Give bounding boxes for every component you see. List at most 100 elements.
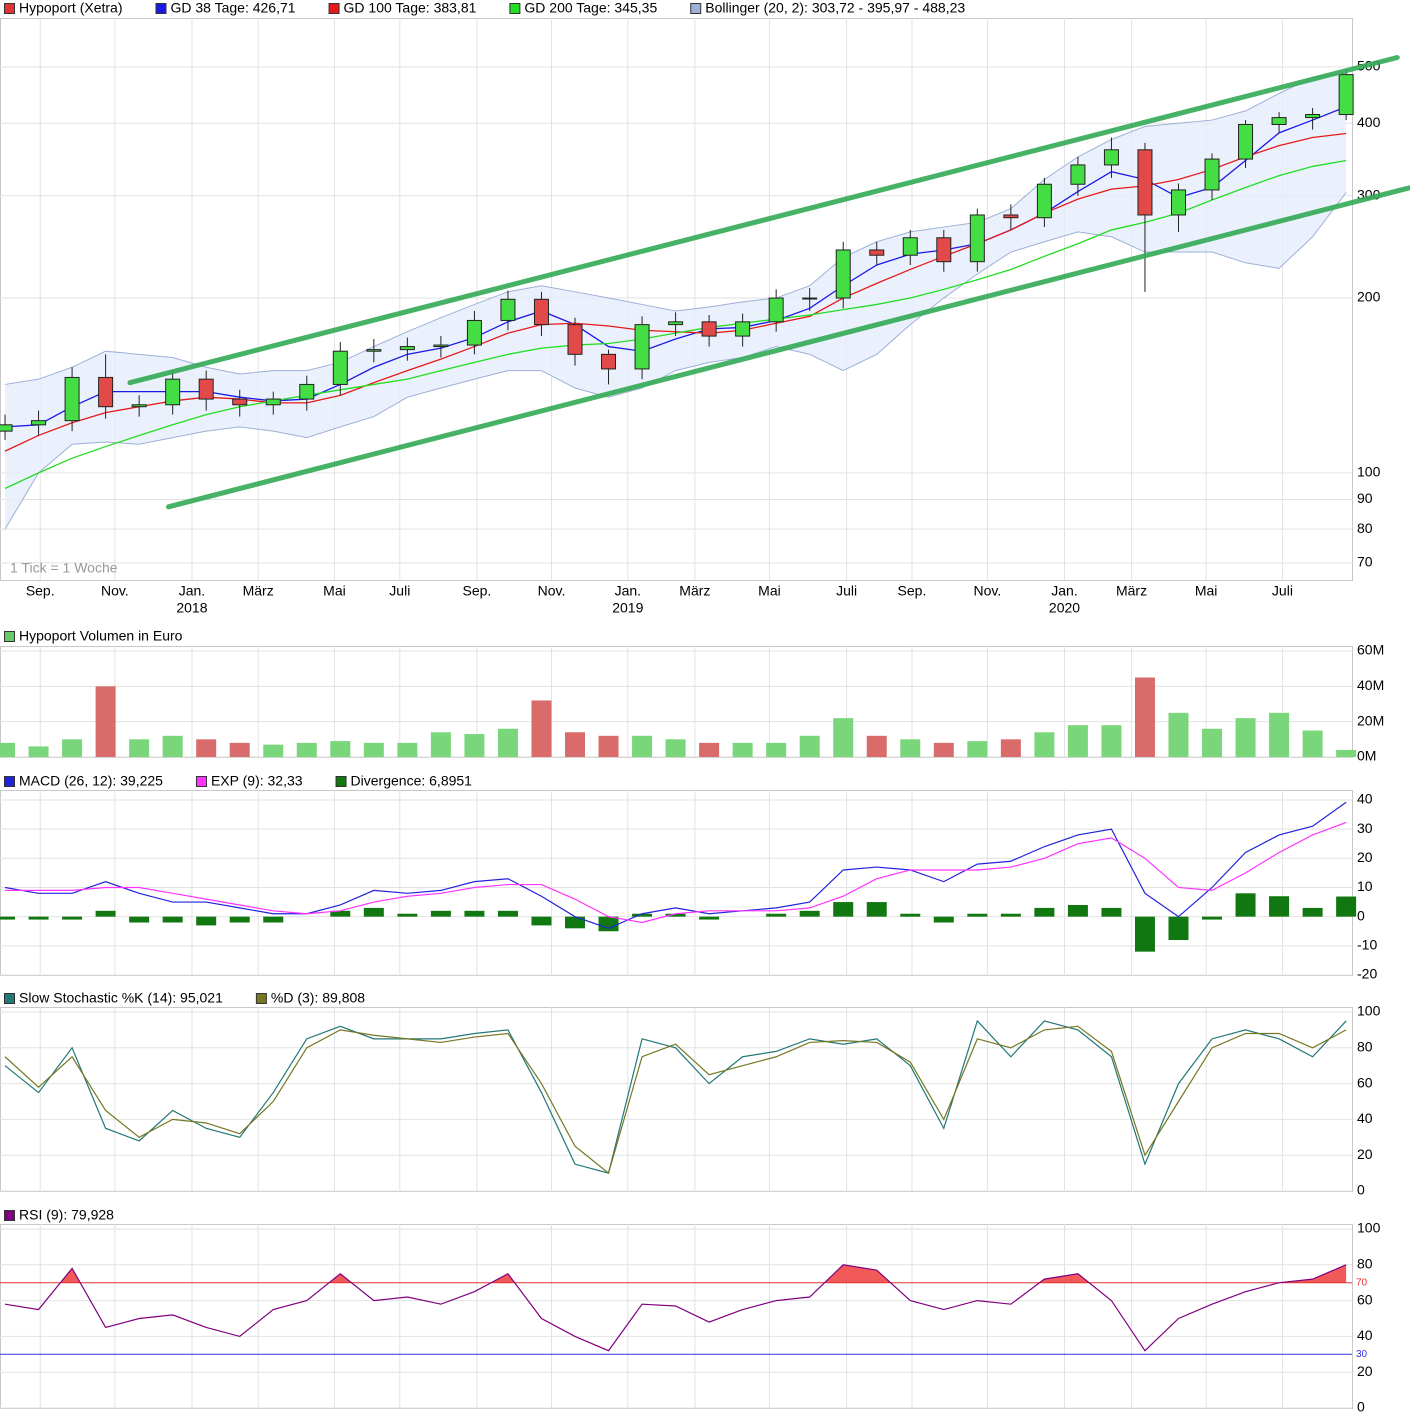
legend-label: Hypoport (Xetra)	[19, 0, 122, 16]
x-tick-label: Mai	[1195, 583, 1218, 599]
x-tick-label: Mai	[323, 583, 346, 599]
candle-body	[98, 376, 114, 408]
candle-body	[232, 398, 248, 406]
divergence-bar	[1134, 916, 1155, 952]
candle-body	[668, 321, 684, 326]
divergence-bar	[766, 913, 787, 917]
divergence-bar	[598, 916, 619, 932]
divergence-bar	[933, 916, 954, 923]
candle-body	[735, 321, 751, 337]
moving-average	[4, 106, 1347, 428]
panel-frame	[0, 790, 1353, 976]
year-label: 2020	[1049, 600, 1080, 616]
candle-body	[31, 420, 47, 426]
candle-body	[969, 214, 985, 263]
legend-label: Divergence: 6,8951	[351, 773, 473, 789]
candle-body	[0, 424, 13, 432]
trend-line	[165, 185, 1410, 510]
candle-body	[1103, 149, 1119, 166]
divergence-bar	[0, 916, 16, 920]
volume-bar	[62, 739, 83, 757]
volume-bar	[397, 742, 418, 757]
x-tick-label: Jan.	[1051, 583, 1077, 599]
y-tick-label: 100	[1357, 464, 1381, 480]
volume-bar	[732, 742, 753, 757]
legend-swatch	[255, 993, 267, 1004]
volume-bar	[799, 735, 820, 757]
volume-bar	[531, 700, 552, 757]
divergence-bar	[564, 916, 585, 929]
y-tick-label: 60	[1357, 1074, 1373, 1090]
legend-label: GD 200 Tage: 345,35	[524, 0, 657, 16]
volume-bar	[1235, 718, 1256, 757]
y-tick-label: 60	[1357, 1291, 1373, 1307]
divergence-bar	[900, 913, 921, 917]
year-label: 2019	[612, 600, 643, 616]
indicator-line	[4, 1019, 1347, 1174]
divergence-bar	[330, 910, 351, 917]
divergence-bar	[699, 916, 720, 920]
y-tick-label: 100	[1357, 1003, 1381, 1019]
y-tick-label: 400	[1357, 114, 1381, 130]
legend-label: GD 100 Tage: 383,81	[344, 0, 477, 16]
x-tick-label: Juli	[836, 583, 857, 599]
y-tick-label: 200	[1357, 289, 1381, 305]
divergence-bar	[1202, 916, 1223, 920]
divergence-bar	[1034, 907, 1055, 917]
candle-body	[500, 298, 516, 321]
divergence-bar	[1269, 896, 1290, 917]
y-tick-label: 80	[1357, 1039, 1373, 1055]
volume-bar	[497, 728, 518, 757]
volume-bar	[866, 735, 887, 757]
divergence-bar	[129, 916, 150, 923]
divergence-bar	[967, 913, 988, 917]
volume-bar	[330, 741, 351, 757]
rsi-line	[4, 1264, 1347, 1352]
volume-bar	[1168, 712, 1189, 757]
volume-bar	[933, 742, 954, 757]
candle-body	[1003, 214, 1019, 219]
volume-bar	[28, 746, 49, 757]
legend-swatch	[155, 3, 167, 14]
y-tick-label: 80	[1357, 1256, 1373, 1272]
candle-body	[1338, 74, 1354, 116]
volume-bar	[1202, 728, 1223, 757]
volume-bar	[766, 742, 787, 757]
divergence-bar	[62, 916, 83, 920]
candle-body	[265, 398, 281, 406]
candle-body	[768, 297, 784, 323]
legend-label: GD 38 Tage: 426,71	[170, 0, 295, 16]
volume-bar	[1269, 712, 1290, 757]
candle-body	[802, 297, 818, 300]
y-tick-label: 0	[1357, 907, 1365, 923]
candle-body	[1036, 183, 1052, 219]
candle-body	[1238, 123, 1254, 160]
y-tick-label: 90	[1357, 490, 1373, 506]
y-tick-label: 0	[1357, 1182, 1365, 1198]
volume-bar	[833, 718, 854, 757]
candle-body	[1170, 189, 1186, 216]
x-tick-label: Mai	[758, 583, 781, 599]
candle-body	[332, 350, 348, 385]
legend-label: RSI (9): 79,928	[19, 1207, 114, 1223]
y-tick-label: 20M	[1357, 712, 1384, 728]
bollinger-band	[5, 73, 1347, 530]
divergence-bar	[1168, 916, 1189, 940]
legend-swatch	[195, 776, 207, 787]
x-tick-label: März	[243, 583, 274, 599]
candle-body	[165, 378, 181, 406]
candle-body	[701, 321, 717, 337]
x-tick-label: Nov.	[974, 583, 1002, 599]
candle-body	[936, 237, 952, 263]
indicator-line	[5, 821, 1347, 924]
legend-swatch	[509, 3, 521, 14]
y-tick-label: 20	[1357, 1146, 1373, 1162]
volume-bar	[1101, 725, 1122, 757]
panel-frame	[0, 646, 1353, 758]
volume-bar	[129, 739, 150, 757]
divergence-bar	[1067, 904, 1088, 917]
y-tick-label: 100	[1357, 1220, 1381, 1236]
divergence-bar	[1101, 907, 1122, 917]
y-tick-label: 70	[1357, 554, 1373, 570]
